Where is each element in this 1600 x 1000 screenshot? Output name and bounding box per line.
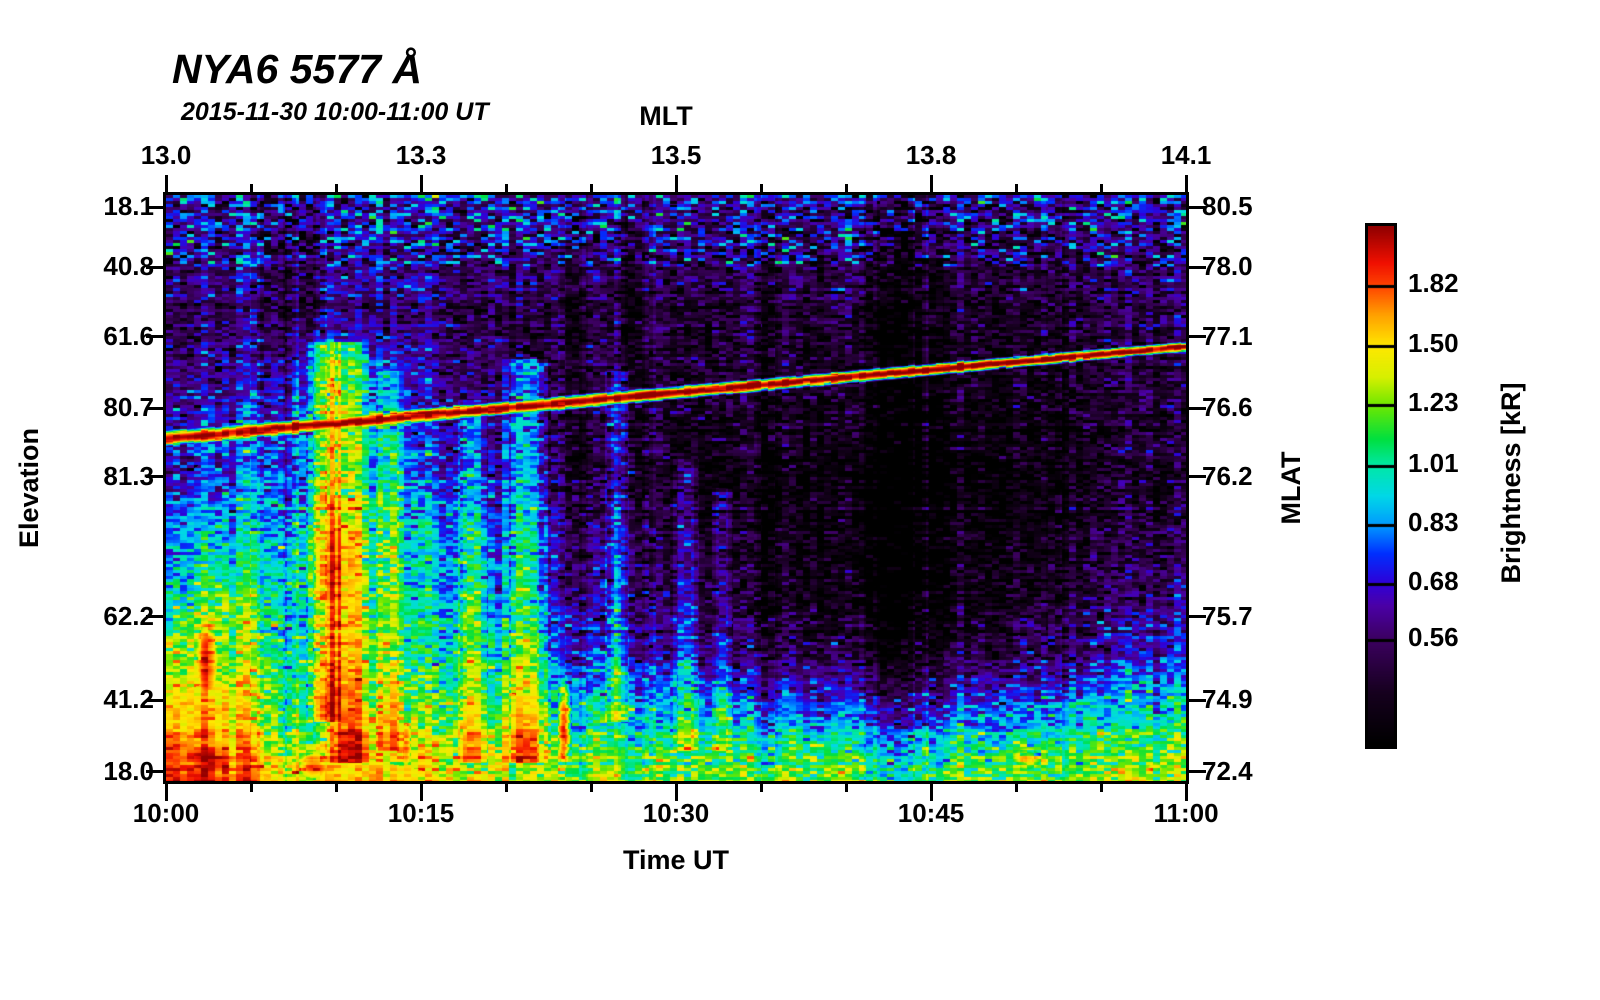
colorbar-tick-label: 1.01 <box>1408 447 1459 478</box>
x-major-tick <box>929 781 933 801</box>
mlat-tick-label: 74.9 <box>1202 684 1253 714</box>
time-tick-label: 10:30 <box>642 798 710 828</box>
mlat-tick-label: 76.2 <box>1202 460 1253 491</box>
mlat-tick <box>1186 615 1206 619</box>
x-minor-tick <box>1099 781 1103 792</box>
mlt-tick-label: 13.3 <box>395 140 447 170</box>
elevation-tick <box>146 698 166 702</box>
mlat-tick <box>1186 406 1206 410</box>
mlt-major-tick <box>419 175 423 195</box>
elevation-tick-label: 61.6 <box>103 320 154 351</box>
x-major-tick <box>164 781 168 801</box>
colorbar-canvas <box>1365 223 1397 749</box>
colorbar-tick-label: 0.83 <box>1408 507 1459 537</box>
elevation-tick <box>146 335 166 339</box>
elevation-tick <box>146 770 166 774</box>
time-tick-label: 10:00 <box>132 798 200 828</box>
elevation-tick-label: 40.8 <box>103 251 154 282</box>
mlat-tick-label: 76.6 <box>1202 392 1253 422</box>
x-minor-tick <box>504 781 508 792</box>
x-major-tick <box>674 781 678 801</box>
colorbar-tick-label: 1.50 <box>1408 328 1459 359</box>
colorbar-tick-label: 0.56 <box>1408 622 1459 653</box>
mlat-tick <box>1186 770 1206 774</box>
elevation-tick <box>146 406 166 410</box>
chart-title: NYA6 5577 Å <box>172 46 422 92</box>
mlt-major-tick <box>929 175 933 195</box>
time-tick-label: 11:00 <box>1153 798 1219 828</box>
x-minor-tick <box>249 781 253 792</box>
elevation-tick <box>146 615 166 619</box>
x-minor-tick <box>844 781 848 792</box>
colorbar-title: Brightness [kR] <box>1496 382 1526 584</box>
bottom-axis-title: Time UT <box>622 845 730 875</box>
elevation-tick-label: 81.3 <box>103 460 154 491</box>
x-minor-tick <box>1014 781 1018 792</box>
top-axis-title: MLT <box>639 101 693 131</box>
mlt-tick-label: 14.1 <box>1160 140 1212 170</box>
elevation-tick <box>146 265 166 269</box>
mlat-tick <box>1186 205 1206 209</box>
mlt-tick-label: 13.5 <box>650 140 702 170</box>
mlat-tick <box>1186 265 1206 269</box>
colorbar-tick-label: 1.23 <box>1408 386 1459 417</box>
mlt-minor-tick <box>249 184 253 195</box>
elevation-tick-label: 41.2 <box>103 684 154 714</box>
mlt-major-tick <box>164 175 168 195</box>
mlt-tick-label: 13.0 <box>140 140 192 170</box>
heatmap-plot-area <box>146 175 1206 801</box>
mlt-minor-tick <box>1099 184 1103 195</box>
elevation-tick-label: 80.7 <box>103 392 154 422</box>
time-tick-label: 10:15 <box>387 798 455 828</box>
mlt-major-tick <box>674 175 678 195</box>
elevation-tick <box>146 475 166 479</box>
mlat-tick-label: 78.0 <box>1202 251 1253 282</box>
mlat-tick <box>1186 475 1206 479</box>
colorbar-tick-label: 1.82 <box>1408 268 1459 298</box>
elevation-tick-label: 62.2 <box>103 600 154 631</box>
mlt-minor-tick <box>759 184 763 195</box>
mlat-tick-label: 77.1 <box>1202 320 1253 351</box>
mlat-tick-label: 75.7 <box>1202 600 1253 631</box>
mlat-tick <box>1186 335 1206 339</box>
mlat-tick <box>1186 698 1206 702</box>
time-tick-label: 10:45 <box>897 798 965 828</box>
x-minor-tick <box>759 781 763 792</box>
left-axis-title: Elevation <box>14 427 44 549</box>
elevation-tick-label: 18.1 <box>103 191 154 221</box>
x-major-tick <box>1184 781 1188 801</box>
colorbar <box>1365 223 1397 749</box>
mlt-minor-tick <box>504 184 508 195</box>
elevation-tick-label: 18.0 <box>103 755 154 786</box>
x-major-tick <box>419 781 423 801</box>
mlt-minor-tick <box>334 184 338 195</box>
mlat-tick-label: 80.5 <box>1202 191 1253 221</box>
x-minor-tick <box>589 781 593 792</box>
colorbar-tick-label: 0.68 <box>1408 566 1459 597</box>
mlt-major-tick <box>1184 175 1188 195</box>
mlt-minor-tick <box>844 184 848 195</box>
mlt-minor-tick <box>589 184 593 195</box>
x-minor-tick <box>334 781 338 792</box>
mlat-tick-label: 72.4 <box>1202 755 1253 786</box>
elevation-tick <box>146 205 166 209</box>
mlt-tick-label: 13.8 <box>905 140 957 170</box>
mlt-minor-tick <box>1014 184 1018 195</box>
heatmap-canvas <box>166 195 1186 781</box>
chart-subtitle: 2015-11-30 10:00-11:00 UT <box>181 98 489 126</box>
